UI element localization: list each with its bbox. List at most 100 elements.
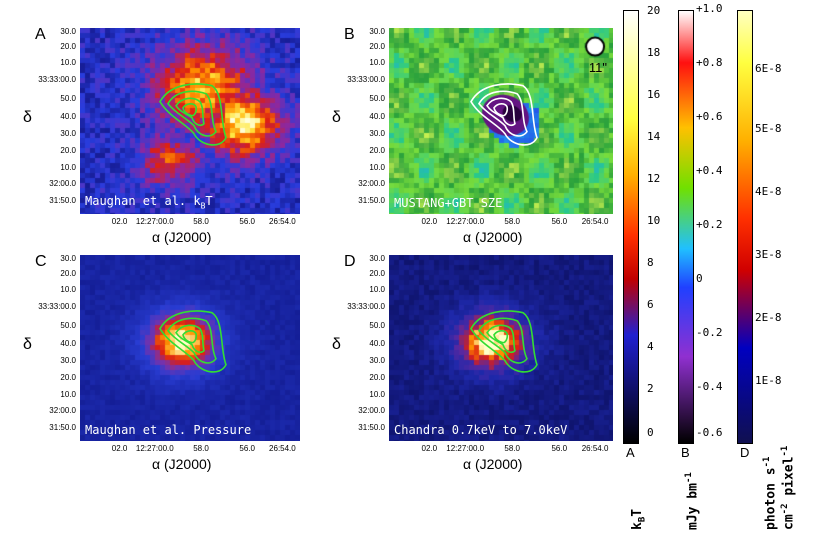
contour-ring-1	[167, 317, 217, 364]
y-tick-label: 50.0	[60, 320, 76, 330]
x-tick-label: 56.0	[551, 444, 568, 453]
map-label-B: MUSTANG+GBT SZE	[394, 196, 503, 210]
y-tick-label: 50.0	[369, 93, 385, 103]
x-tick-label: 02.0	[111, 444, 128, 453]
colorbar-A	[623, 10, 639, 444]
y-axis-label: δ	[23, 336, 32, 353]
y-tick-label: 31:50.0	[49, 422, 76, 432]
colorbar-tick-label: +0.4	[696, 164, 723, 177]
x-tick-label: 02.0	[421, 444, 438, 453]
colorbar-tick-label: -0.4	[696, 380, 723, 393]
colorbar-tick-label: 10	[647, 214, 661, 227]
y-tick-label: 30.0	[60, 356, 76, 366]
x-axis-label: α (J2000)	[463, 456, 523, 472]
y-tick-label: 20.0	[60, 268, 76, 278]
x-tick-label: 58.0	[193, 217, 209, 226]
x-tick-label: 26:54.0	[581, 444, 609, 453]
x-tick-label: 02.0	[421, 217, 438, 226]
panel-letter-A: A	[35, 26, 46, 43]
map-panel-D: Chandra 0.7keV to 7.0keV	[389, 255, 613, 441]
y-tick-label: 30.0	[60, 253, 76, 263]
contour-ring-0	[470, 310, 538, 373]
colorbar-tick-label: 5E-8	[755, 122, 782, 135]
contour-ring-0	[159, 83, 227, 146]
contour-ring-1	[167, 90, 217, 137]
colorbar-tick-label: 18	[647, 46, 661, 59]
y-tick-label: 20.0	[60, 145, 76, 155]
x-tick-label: 26:54.0	[581, 217, 609, 226]
colorbar-tick-label: 14	[647, 130, 661, 143]
colorbar-tick-label: 4E-8	[755, 185, 782, 198]
y-ticks-D: 30.0 20.0 10.0 33:33:00.0 50.0 40.0 30.0 20.0 10…	[341, 254, 385, 441]
contour-ring-3	[182, 330, 198, 344]
x-tick-label: 56.0	[239, 217, 255, 226]
y-tick-label: 33:33:00.0	[347, 302, 385, 312]
y-tick-label: 30.0	[60, 129, 76, 139]
colorbar-tick-label: +0.2	[696, 218, 723, 231]
y-tick-label: 33:33:00.0	[38, 302, 76, 312]
colorbar-unit-D-line1: photon s-1	[762, 456, 779, 530]
sze-contours	[470, 310, 538, 373]
x-tick-label: 26:54.0	[269, 444, 296, 453]
y-axis-label: δ	[23, 109, 32, 126]
contour-ring-3	[182, 103, 198, 117]
y-tick-label: 10.0	[60, 389, 76, 399]
map-label-C: Maughan et al. Pressure	[85, 423, 252, 437]
y-tick-label: 10.0	[369, 285, 385, 295]
x-tick-label: 12:27:00.0	[446, 217, 485, 226]
y-tick-label: 40.0	[369, 112, 385, 122]
contour-ring-2	[175, 97, 205, 127]
colorbar-tick-label: 6E-8	[755, 62, 782, 75]
map-image-C	[80, 255, 300, 441]
colorbar-tick-label: 16	[647, 88, 661, 101]
colorbar-letter-D: D	[740, 445, 750, 460]
sze-contours	[470, 83, 538, 146]
panel-letter-C: C	[35, 253, 47, 270]
contour-ring-3	[493, 103, 509, 117]
y-tick-label: 20.0	[60, 41, 76, 51]
beam-size-label: 11"	[588, 60, 607, 75]
map-image-A	[80, 28, 300, 214]
colorbar-tick-label: 6	[647, 298, 654, 311]
y-tick-label: 30.0	[60, 26, 76, 36]
y-axis-label: δ	[332, 336, 341, 353]
colorbar-B	[678, 10, 694, 444]
colorbar-D	[737, 10, 753, 444]
panel-letter-B: B	[344, 26, 355, 43]
sze-contours	[159, 310, 227, 373]
contour-ring-2	[486, 97, 516, 127]
x-ticks-D: 02.0 12:27:00.0 58.0 56.0 26:54.0	[389, 444, 613, 454]
y-tick-label: 30.0	[369, 129, 385, 139]
y-tick-label: 31:50.0	[49, 195, 76, 205]
x-tick-label: 12:27:00.0	[446, 444, 485, 453]
contour-ring-2	[486, 324, 516, 354]
colorbar-tick-label: -0.2	[696, 326, 723, 339]
map-label-A: Maughan et al. kBT	[85, 193, 213, 210]
y-tick-label: 33:33:00.0	[347, 75, 385, 85]
x-tick-label: 56.0	[239, 444, 255, 453]
x-tick-label: 58.0	[504, 217, 520, 226]
y-tick-label: 32:00.0	[358, 406, 385, 416]
colorbar-tick-label: 8	[647, 256, 654, 269]
x-ticks-C: 02.0 12:27:00.0 58.0 56.0 26:54.0	[80, 444, 300, 454]
y-tick-label: 32:00.0	[358, 179, 385, 189]
y-tick-label: 20.0	[369, 41, 385, 51]
x-tick-label: 58.0	[193, 444, 209, 453]
colorbar-tick-label: 1E-8	[755, 374, 782, 387]
y-tick-label: 32:00.0	[49, 406, 76, 416]
y-tick-label: 33:33:00.0	[38, 75, 76, 85]
y-tick-label: 40.0	[369, 339, 385, 349]
colorbar-tick-label: 0	[647, 426, 654, 439]
y-axis-label: δ	[332, 109, 341, 126]
x-tick-label: 26:54.0	[269, 217, 296, 226]
contour-ring-1	[478, 317, 528, 364]
y-tick-label: 20.0	[60, 372, 76, 382]
colorbar-letter-A: A	[626, 445, 635, 460]
map-panel-B: MUSTANG+GBT SZE 11"	[389, 28, 613, 214]
y-tick-label: 10.0	[369, 389, 385, 399]
x-ticks-A: 02.0 12:27:00.0 58.0 56.0 26:54.0	[80, 217, 300, 227]
y-tick-label: 10.0	[60, 58, 76, 68]
colorbar-tick-label: 0	[696, 272, 703, 285]
y-tick-label: 40.0	[60, 112, 76, 122]
y-tick-label: 50.0	[60, 93, 76, 103]
